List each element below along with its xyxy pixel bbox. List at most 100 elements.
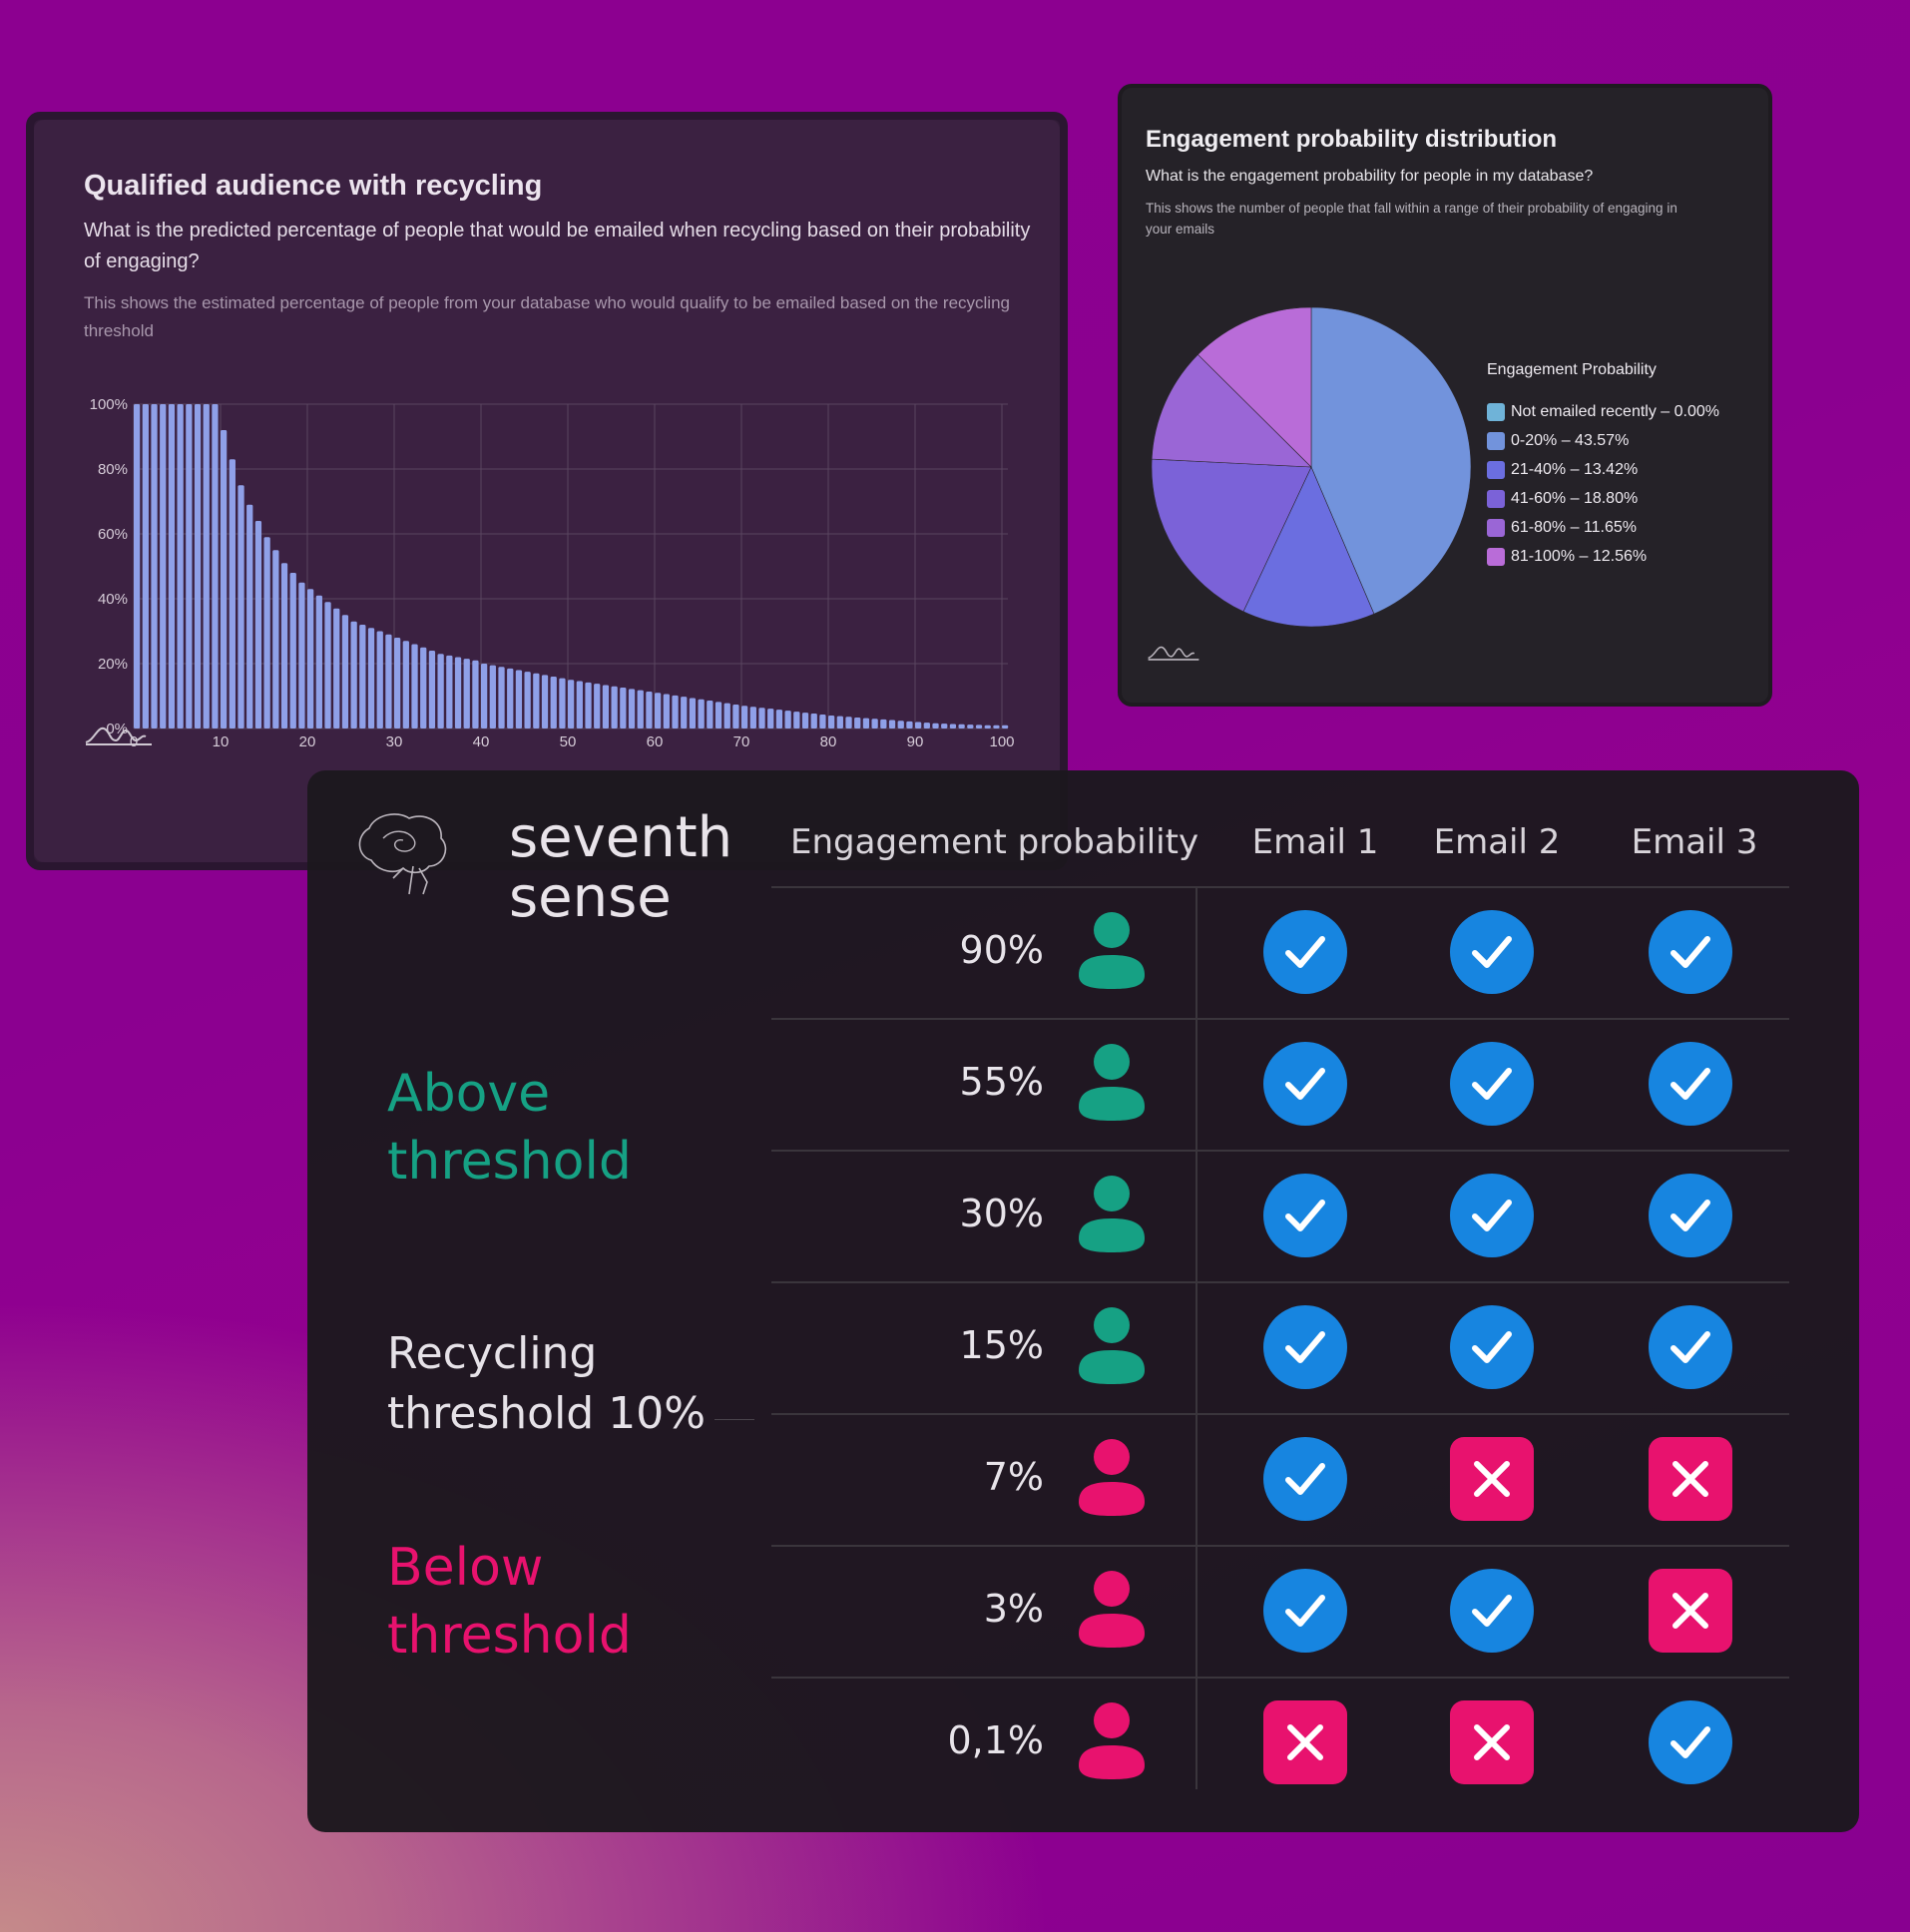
legend-item[interactable]: 21-40% – 13.42%	[1487, 455, 1719, 484]
bar	[298, 582, 305, 728]
bar	[151, 404, 158, 728]
bar	[620, 688, 627, 728]
cross-icon	[1450, 1700, 1534, 1784]
x-tick-label: 90	[907, 733, 924, 750]
legend-item[interactable]: 61-80% – 11.65%	[1487, 513, 1719, 542]
bar	[967, 724, 974, 728]
x-tick-label: 30	[386, 733, 403, 750]
x-tick-label: 70	[733, 733, 750, 750]
bar	[775, 710, 783, 728]
x-tick-label: 80	[820, 733, 837, 750]
bar	[367, 628, 375, 728]
check-icon	[1263, 910, 1347, 994]
chart-logo-icon	[1148, 646, 1199, 661]
bar-card-title: Qualified audience with recycling	[84, 170, 543, 202]
row-divider	[771, 1677, 1789, 1679]
below-threshold-label: Below threshold	[387, 1534, 632, 1670]
legend-label: 0-20% – 43.57%	[1511, 431, 1630, 449]
legend-label: 41-60% – 18.80%	[1511, 489, 1639, 507]
bar	[194, 404, 202, 728]
bar	[758, 708, 765, 728]
bar	[984, 724, 991, 728]
engagement-distribution-card: Engagement probability distribution What…	[1118, 84, 1772, 707]
legend-swatch	[1487, 402, 1505, 421]
cross-icon	[1649, 1569, 1732, 1653]
pie-card-title: Engagement probability distribution	[1146, 126, 1558, 153]
bar	[862, 718, 870, 728]
bar	[168, 404, 176, 728]
row-divider	[771, 1281, 1789, 1283]
pie-slice[interactable]	[1151, 353, 1312, 468]
x-tick-label: 0	[130, 733, 138, 750]
bar	[880, 719, 887, 728]
bar	[932, 723, 939, 728]
bar	[681, 697, 688, 728]
bar	[142, 404, 149, 728]
engagement-percent: 0,1%	[947, 1718, 1044, 1762]
bar	[481, 664, 488, 728]
threshold-divider	[715, 1419, 754, 1420]
x-tick-label: 40	[473, 733, 490, 750]
bar	[134, 404, 141, 728]
bar	[854, 717, 861, 728]
bar	[663, 694, 670, 728]
person-above-icon	[1079, 1044, 1145, 1121]
bar	[263, 537, 270, 728]
bar	[428, 651, 436, 728]
bar	[906, 721, 913, 728]
column-header-engagement: Engagement probability	[790, 822, 1199, 862]
x-tick-label: 20	[299, 733, 316, 750]
engagement-percent: 55%	[959, 1060, 1044, 1104]
bar	[246, 504, 253, 728]
engagement-percent: 30%	[959, 1192, 1044, 1235]
above-threshold-line2: threshold	[387, 1132, 632, 1192]
bar	[897, 721, 904, 728]
y-tick-label: 40%	[98, 591, 128, 608]
pie-slice[interactable]	[1242, 466, 1375, 628]
legend-item[interactable]: 41-60% – 18.80%	[1487, 484, 1719, 513]
row-divider	[771, 1150, 1789, 1152]
check-icon	[1450, 1569, 1534, 1653]
legend-label: 81-100% – 12.56%	[1511, 547, 1648, 565]
bar	[515, 670, 523, 728]
legend-item[interactable]: 0-20% – 43.57%	[1487, 426, 1719, 455]
chart-logo-icon	[85, 726, 152, 745]
bar	[489, 665, 496, 728]
bar	[576, 681, 583, 728]
pie-slice[interactable]	[1197, 306, 1312, 468]
bar	[637, 690, 644, 728]
pie-slice[interactable]	[1151, 458, 1312, 613]
bar	[732, 704, 739, 728]
brand-word-seventh: seventh	[509, 805, 733, 870]
bar	[611, 686, 618, 728]
bar	[394, 638, 401, 728]
bar	[819, 715, 826, 728]
bar	[324, 602, 331, 728]
bar	[888, 720, 896, 728]
legend-label: 61-80% – 11.65%	[1511, 518, 1638, 536]
bar	[646, 691, 653, 728]
cross-icon	[1450, 1437, 1534, 1521]
bar	[568, 680, 575, 728]
legend-item[interactable]: 81-100% – 12.56%	[1487, 542, 1719, 571]
bar	[385, 634, 392, 728]
legend-item[interactable]: Not emailed recently – 0.00%	[1487, 397, 1719, 426]
check-icon	[1263, 1174, 1347, 1257]
check-icon	[1263, 1042, 1347, 1126]
engagement-percent: 15%	[959, 1323, 1044, 1367]
bar	[524, 672, 531, 728]
pie-card-description: This shows the number of people that fal…	[1146, 201, 1677, 237]
bar	[402, 641, 409, 728]
check-icon	[1450, 910, 1534, 994]
check-icon	[1263, 1569, 1347, 1653]
column-header-email-3: Email 3	[1631, 822, 1758, 862]
check-icon	[1649, 1174, 1732, 1257]
recycling-table-card: seventh sense Above threshold Recycling …	[307, 770, 1859, 1832]
bar	[289, 573, 296, 728]
bar	[845, 717, 852, 728]
bar	[541, 675, 549, 728]
check-icon	[1450, 1042, 1534, 1126]
bar	[836, 716, 843, 728]
pie-slice[interactable]	[1310, 306, 1472, 615]
person-above-icon	[1079, 912, 1145, 989]
